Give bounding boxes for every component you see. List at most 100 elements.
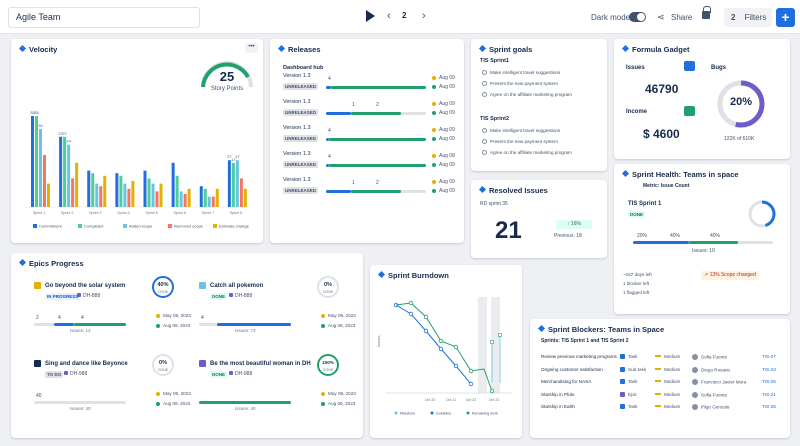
goal-text: Agree on the affiliate marketing program xyxy=(490,92,572,97)
page-number: 2 xyxy=(402,11,407,20)
filters-button[interactable]: 2 Filters xyxy=(724,8,772,27)
guideline-point xyxy=(438,346,444,352)
velocity-bar xyxy=(131,181,135,207)
epic-date: Aug 09, 2023 xyxy=(156,401,190,406)
end-date-text: Aug 09 xyxy=(439,84,455,90)
lock-icon[interactable] xyxy=(702,6,711,19)
release-start-date: Aug 09 xyxy=(432,179,455,185)
gauge-label: Story Points xyxy=(210,86,244,92)
velocity-bar xyxy=(123,183,127,207)
release-name[interactable]: Version 1.3 xyxy=(283,99,311,105)
blocker-key[interactable]: TIS-25 xyxy=(762,379,776,384)
legend-swatch xyxy=(466,411,470,415)
epic-key[interactable]: DH-888 xyxy=(77,293,100,299)
blocker-priority: Medium xyxy=(655,367,680,372)
epic-key[interactable]: DH-888 xyxy=(229,293,252,299)
add-gadget-button[interactable]: + xyxy=(776,8,795,27)
health-pct-1: 20% xyxy=(637,233,648,239)
blocker-priority-text: Medium xyxy=(664,391,681,397)
epic-date-dot xyxy=(156,314,160,318)
release-count-todo: 4 xyxy=(328,154,331,160)
velocity-bar xyxy=(127,188,131,207)
x-tick-label: Sprint 6 xyxy=(173,211,185,215)
blocker-key[interactable]: TIS-27 xyxy=(762,354,776,359)
release-status: UNRELEASED xyxy=(283,161,319,168)
velocity-bar xyxy=(35,116,38,207)
legend-swatch xyxy=(430,411,434,415)
blocker-summary[interactable]: Ongoing customer satisfaction xyxy=(541,366,603,372)
income-label: Income xyxy=(626,109,648,115)
start-date-text: Aug 09 xyxy=(439,75,455,81)
release-count-todo: 1 xyxy=(352,180,355,186)
goal-item: Make intelligent travel suggestions xyxy=(482,128,560,133)
bugs-ring-chart xyxy=(717,80,765,128)
epic-date: Aug 09, 2023 xyxy=(321,401,355,406)
release-name[interactable]: Version 1.3 xyxy=(283,125,311,131)
legend-label: Added scope xyxy=(129,224,153,229)
release-status: UNRELEASED xyxy=(283,109,319,116)
chevron-left-icon[interactable]: ‹ xyxy=(387,10,391,22)
blocker-assignee: Diego Rosario xyxy=(692,366,730,373)
velocity-bar xyxy=(211,196,215,207)
goal-check-icon xyxy=(482,81,487,86)
release-name[interactable]: Version 1.3 xyxy=(283,151,311,157)
velocity-bar xyxy=(91,173,95,207)
blocker-priority: Medium xyxy=(655,354,680,359)
issues-value: 46790 xyxy=(645,82,679,96)
epic-name[interactable]: Be the most beautiful woman in DH xyxy=(210,361,311,367)
dark-mode-toggle[interactable] xyxy=(629,12,646,22)
epic-date-text: May 09, 2023 xyxy=(163,313,191,318)
formula-title: Formula Gadget xyxy=(623,45,690,54)
blocker-key[interactable]: TIS-23 xyxy=(762,366,776,372)
share-button[interactable]: Share xyxy=(671,13,693,22)
release-count-done: 2 xyxy=(376,180,379,186)
blocker-summary[interactable]: Starship in Pluto xyxy=(541,391,575,397)
play-icon[interactable] xyxy=(366,10,375,22)
epic-key[interactable]: DH-988 xyxy=(64,371,87,377)
epic-name[interactable]: Go beyond the solar system xyxy=(45,283,126,289)
more-options-button[interactable]: ••• xyxy=(245,43,258,53)
epic-date-text: Aug 09, 2023 xyxy=(163,323,191,328)
avatar xyxy=(692,366,698,373)
epic-key-icon xyxy=(229,293,233,297)
blocker-summary[interactable]: Merchandising for NASA xyxy=(541,379,592,384)
velocity-bar xyxy=(147,178,151,207)
epic-name[interactable]: Sing and dance like Beyonce xyxy=(45,361,128,367)
epic-name[interactable]: Catch all pokemon xyxy=(210,283,264,289)
goal-text: Present the new payment system xyxy=(490,139,558,144)
blocker-assignee-text: Francisco Javier Mora xyxy=(701,379,747,385)
share-icon[interactable]: ⋖ xyxy=(657,12,665,22)
velocity-bar xyxy=(243,188,247,207)
sprint-goals-title: Sprint goals xyxy=(480,45,532,54)
x-tick-label: Sprint 8 xyxy=(230,211,242,215)
goal-check-icon xyxy=(482,139,487,144)
epic-count: 40 xyxy=(36,393,42,399)
blockers-title: Sprint Blockers: Teams in Space xyxy=(539,325,664,334)
release-name[interactable]: Version 1.3 xyxy=(283,177,311,183)
epic-count: 4 xyxy=(81,315,84,321)
epic-date-dot xyxy=(321,402,325,406)
velocity-bar xyxy=(143,170,147,207)
blocker-key[interactable]: TIS-21 xyxy=(762,391,776,397)
epic-date: May 09, 2023 xyxy=(156,313,191,318)
blocker-summary[interactable]: Starship in Earth xyxy=(541,404,575,409)
start-date-dot xyxy=(432,180,436,184)
velocity-bar xyxy=(235,160,239,207)
end-date-text: Aug 09 xyxy=(439,136,455,142)
velocity-card: Velocity ••• 25 Story Points 35 35 30 Sprin… xyxy=(11,39,263,243)
velocity-bar xyxy=(43,155,46,207)
release-name[interactable]: Version 1.3 xyxy=(283,73,311,79)
end-date-dot xyxy=(432,163,436,167)
velocity-bar xyxy=(31,116,34,207)
dashboard-title-input[interactable]: Agile Team xyxy=(8,7,200,28)
chevron-right-icon[interactable]: › xyxy=(422,10,426,22)
blocker-key[interactable]: TIS-25 xyxy=(762,404,776,409)
end-date-text: Aug 09 xyxy=(439,188,455,194)
blocker-summary[interactable]: Review previous marketing programs xyxy=(541,354,617,359)
epic-key-icon xyxy=(64,371,68,375)
blocker-assignee-text: Sofia Fuente xyxy=(701,392,728,397)
velocity-bar xyxy=(63,136,67,207)
epic-key[interactable]: DH-988 xyxy=(229,371,252,377)
goal-text: Make intelligent travel suggestions xyxy=(490,128,561,133)
milestone-marker xyxy=(490,340,494,344)
